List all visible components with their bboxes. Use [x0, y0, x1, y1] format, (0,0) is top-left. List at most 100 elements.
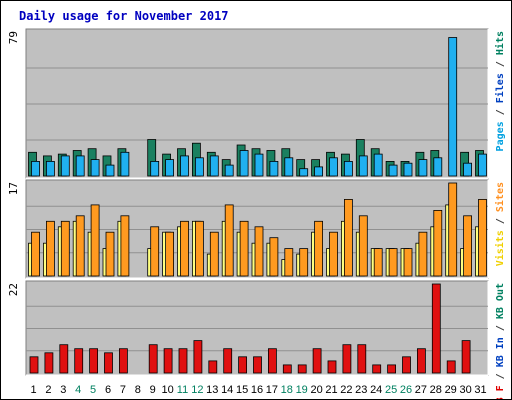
bar-files-day-27 [418, 159, 428, 177]
x-tick-label: 2 [45, 384, 51, 396]
bar-files-day-4 [75, 155, 85, 177]
bar-files-day-5 [90, 159, 100, 177]
bar-kbytes-day-20 [312, 348, 322, 374]
bar-kbytes-day-12 [193, 340, 203, 374]
bar-kbytes-day-24 [372, 364, 382, 374]
bar-kbytes-day-15 [238, 356, 248, 374]
bar-files-day-13 [209, 155, 219, 177]
side-label-part: Pages [495, 121, 506, 151]
bar-sites-day-12 [194, 220, 204, 277]
bar-sites-day-18 [284, 248, 294, 277]
bar-files-day-7 [120, 151, 130, 177]
bar-kbytes-day-3 [59, 344, 69, 374]
bar-kbytes-day-2 [44, 352, 54, 374]
x-tick-label: 8 [135, 384, 141, 396]
bar-sites-day-24 [373, 248, 383, 277]
x-tick-label: 24 [370, 384, 382, 396]
x-tick-label: 5 [90, 384, 96, 396]
bar-sites-day-27 [418, 231, 428, 277]
x-tick-label: 6 [105, 384, 111, 396]
panel-middle: 17 Visits / Sites [7, 179, 506, 279]
bar-sites-day-28 [433, 209, 443, 277]
x-tick-label: 18 [281, 384, 293, 396]
panel-max-label: 79 [7, 31, 20, 44]
bar-sites-day-15 [239, 220, 249, 277]
bar-sites-day-7 [120, 215, 130, 277]
panel-max-label: 17 [7, 182, 20, 195]
x-tick-label: 11 [177, 384, 188, 396]
bar-files-day-2 [46, 160, 55, 177]
bar-sites-day-31 [478, 198, 487, 277]
bar-kbytes-day-16 [253, 356, 262, 374]
bar-files-day-10 [165, 159, 175, 177]
x-tick-label: 30 [459, 384, 471, 396]
side-label-part: KB Out [495, 283, 506, 319]
bar-files-day-18 [284, 157, 294, 177]
side-label-part: KB In [495, 337, 506, 367]
bar-kbytes-day-29 [446, 360, 456, 374]
x-tick-label: 1 [30, 384, 36, 396]
bar-sites-day-21 [329, 231, 338, 277]
side-label-part: / [495, 367, 506, 385]
side-label-part: Files [494, 73, 506, 103]
x-tick-label: 21 [325, 384, 337, 396]
bar-sites-day-1 [31, 231, 40, 277]
bar-sites-day-5 [90, 204, 100, 277]
bar-sites-day-30 [463, 215, 473, 277]
bar-files-day-14 [224, 164, 234, 177]
x-tick-label: 23 [355, 384, 367, 396]
x-tick-label: 16 [251, 384, 263, 396]
panel-side-label: KB F / KB In / KB Out [495, 283, 506, 400]
bar-kbytes-day-28 [431, 283, 441, 374]
bar-kbytes-day-25 [387, 364, 397, 374]
bar-sites-day-9 [150, 226, 160, 277]
bar-sites-day-20 [314, 220, 324, 277]
bar-kbytes-day-22 [342, 344, 352, 374]
bar-kbytes-day-17 [267, 348, 277, 374]
side-label-part: Sites [494, 182, 506, 212]
x-tick-label: 17 [266, 384, 278, 396]
bar-sites-day-22 [343, 198, 353, 277]
side-label-part: Visits [494, 230, 506, 266]
bar-files-day-12 [194, 157, 204, 177]
side-label-part: Hits [494, 31, 506, 55]
bar-sites-day-13 [209, 231, 219, 277]
x-tick-label: 26 [400, 384, 412, 396]
bar-sites-day-29 [448, 182, 458, 277]
bar-files-day-26 [403, 162, 413, 177]
x-tick-label: 3 [60, 384, 66, 396]
panel-side-label: Visits / Sites [494, 182, 506, 266]
x-tick-label: 25 [385, 384, 397, 396]
bar-kbytes-day-23 [357, 344, 367, 374]
side-label-part: KB F [495, 385, 506, 400]
side-label-part: / [495, 55, 506, 73]
panel-max-label: 22 [7, 283, 20, 296]
side-label-part: / [495, 319, 506, 337]
panel-top: 79 Pages / Files / Hits [7, 28, 506, 179]
bar-kbytes-day-14 [223, 348, 233, 374]
x-tick-label: 22 [340, 384, 352, 396]
bar-kbytes-day-4 [74, 348, 84, 374]
bar-files-day-19 [299, 168, 309, 177]
x-tick-label: 29 [445, 384, 457, 396]
bar-files-day-20 [314, 166, 324, 177]
x-axis-labels: 1 2 3 4 5 6 7 8 9 10 11 12 13 14 15 16 17 18 19 20 21 22 23 24 2… [30, 384, 486, 396]
chart-title: Daily usage for November 2017 [19, 9, 229, 23]
bar-kbytes-day-9 [148, 344, 158, 374]
x-tick-label: 19 [296, 384, 308, 396]
bar-files-day-15 [239, 150, 249, 177]
bar-sites-day-23 [358, 215, 368, 277]
side-label-part: / [495, 103, 506, 121]
bar-files-day-9 [150, 160, 160, 177]
side-label-part: / [495, 212, 506, 230]
bar-sites-day-19 [299, 248, 309, 277]
bar-files-day-16 [254, 153, 264, 177]
bar-sites-day-25 [388, 248, 398, 277]
bar-kbytes-day-1 [29, 356, 39, 374]
bar-kbytes-day-11 [178, 348, 188, 374]
bar-kbytes-day-5 [89, 348, 98, 374]
bar-kbytes-day-19 [297, 364, 307, 374]
bar-sites-day-14 [224, 204, 234, 277]
